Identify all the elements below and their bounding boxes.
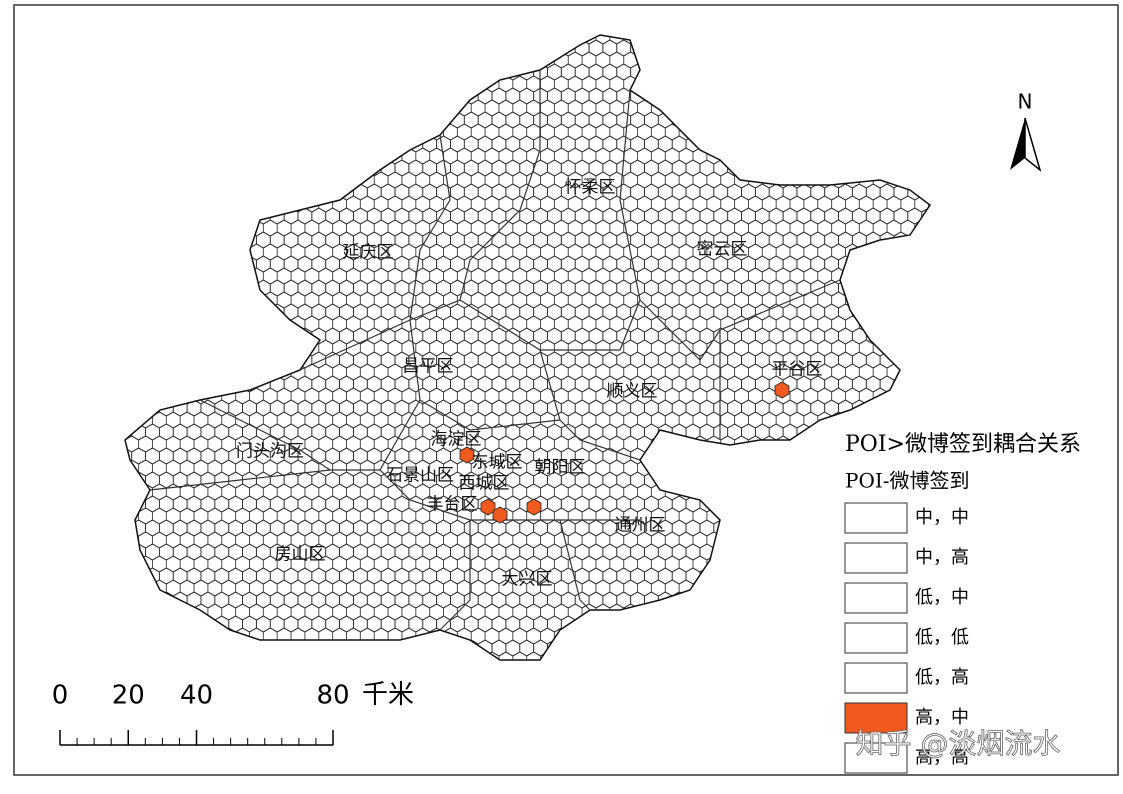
north-label: N xyxy=(1018,90,1033,114)
district-label: 平谷区 xyxy=(772,360,823,380)
scale-tick-label: 0 xyxy=(52,681,69,711)
legend-swatch xyxy=(844,582,908,614)
district-label: 东城区 xyxy=(472,453,523,473)
highlight-hexes xyxy=(459,381,790,524)
legend-swatch xyxy=(844,702,908,734)
district-boundaries xyxy=(149,70,841,631)
legend-title: POI>微博签到耦合关系 xyxy=(845,432,1081,457)
district-label: 门头沟区 xyxy=(236,442,304,462)
legend-swatch xyxy=(844,542,908,574)
district-label: 怀柔区 xyxy=(565,178,616,198)
legend-label: 高，中 xyxy=(915,707,969,728)
legend-label: 高，高 xyxy=(915,747,969,768)
district-label: 顺义区 xyxy=(607,382,658,402)
legend-label: 低，低 xyxy=(915,627,969,648)
district-label: 密云区 xyxy=(697,240,748,260)
scale-tick-label: 80 xyxy=(316,681,349,711)
district-label: 朝阳区 xyxy=(535,458,586,478)
district-label: 昌平区 xyxy=(403,357,454,377)
scale-bar: 0 20 40 80 xyxy=(52,681,350,746)
legend: POI>微博签到耦合关系 POI-微博签到 中，中中，高低，中低，低低，高高，中… xyxy=(844,432,1081,774)
legend-swatch xyxy=(844,502,908,534)
district-label: 海淀区 xyxy=(431,430,482,450)
scale-tick-label: 20 xyxy=(112,681,145,711)
scale-unit: 千米 xyxy=(362,680,414,710)
district-label: 通州区 xyxy=(615,516,666,536)
district-label: 房山区 xyxy=(275,545,326,565)
district-label: 丰台区 xyxy=(427,495,478,515)
legend-label: 低，中 xyxy=(915,587,969,608)
watermark: 知乎 @淡烟流水 xyxy=(856,727,1061,760)
legend-swatch xyxy=(844,622,908,654)
district-label: 延庆区 xyxy=(343,243,394,263)
legend-swatch xyxy=(844,662,908,694)
district-label: 石景山区 xyxy=(386,466,454,486)
legend-subtitle: POI-微博签到 xyxy=(845,469,970,493)
district-label: 西城区 xyxy=(459,474,510,494)
north-arrow: N xyxy=(1010,90,1042,173)
district-label: 大兴区 xyxy=(502,570,553,590)
legend-label: 中，中 xyxy=(915,507,969,528)
legend-swatch xyxy=(844,742,908,774)
scale-tick-label: 40 xyxy=(180,681,213,711)
legend-label: 中，高 xyxy=(915,547,969,568)
legend-label: 低，高 xyxy=(915,667,969,688)
